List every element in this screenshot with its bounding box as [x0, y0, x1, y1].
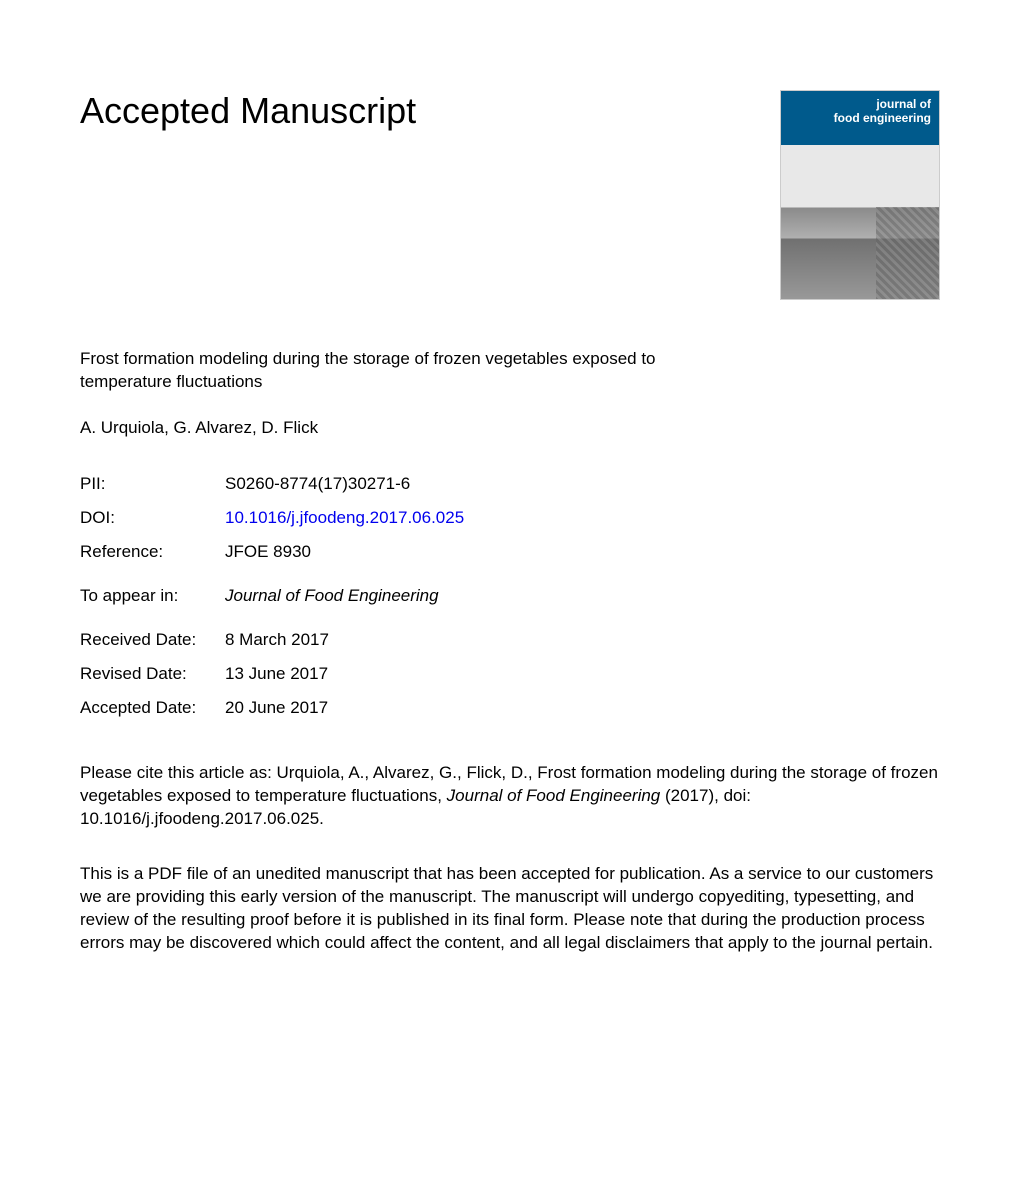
- spacer: [80, 736, 940, 762]
- revised-label: Revised Date:: [80, 664, 225, 684]
- appear-label: To appear in:: [80, 586, 225, 606]
- journal-cover-thumbnail: journal of food engineering: [780, 90, 940, 300]
- doi-link[interactable]: 10.1016/j.jfoodeng.2017.06.025: [225, 508, 464, 528]
- accepted-label: Accepted Date:: [80, 698, 225, 718]
- journal-name-line2: food engineering: [834, 111, 931, 125]
- meta-row-appear: To appear in: Journal of Food Engineerin…: [80, 586, 940, 606]
- meta-row-accepted: Accepted Date: 20 June 2017: [80, 698, 940, 718]
- journal-cover-image: [781, 145, 939, 300]
- reference-label: Reference:: [80, 542, 225, 562]
- meta-row-received: Received Date: 8 March 2017: [80, 630, 940, 650]
- journal-name-line1: journal of: [876, 97, 931, 111]
- received-label: Received Date:: [80, 630, 225, 650]
- metadata-table: PII: S0260-8774(17)30271-6 DOI: 10.1016/…: [80, 474, 940, 718]
- meta-row-reference: Reference: JFOE 8930: [80, 542, 940, 562]
- reference-value: JFOE 8930: [225, 542, 311, 562]
- accepted-value: 20 June 2017: [225, 698, 328, 718]
- appear-value: Journal of Food Engineering: [225, 586, 439, 606]
- citation-block: Please cite this article as: Urquiola, A…: [80, 762, 940, 831]
- meta-row-revised: Revised Date: 13 June 2017: [80, 664, 940, 684]
- revised-value: 13 June 2017: [225, 664, 328, 684]
- header-row: Accepted Manuscript journal of food engi…: [80, 90, 940, 300]
- doi-label: DOI:: [80, 508, 225, 528]
- meta-row-doi: DOI: 10.1016/j.jfoodeng.2017.06.025: [80, 508, 940, 528]
- page-heading: Accepted Manuscript: [80, 90, 416, 132]
- citation-journal: Journal of Food Engineering: [447, 786, 661, 805]
- journal-cover-header: journal of food engineering: [781, 91, 939, 145]
- spacer: [80, 576, 940, 586]
- article-title: Frost formation modeling during the stor…: [80, 348, 720, 394]
- received-value: 8 March 2017: [225, 630, 329, 650]
- meta-row-pii: PII: S0260-8774(17)30271-6: [80, 474, 940, 494]
- spacer: [80, 620, 940, 630]
- disclaimer-text: This is a PDF file of an unedited manusc…: [80, 863, 940, 955]
- pii-label: PII:: [80, 474, 225, 494]
- pii-value: S0260-8774(17)30271-6: [225, 474, 410, 494]
- authors: A. Urquiola, G. Alvarez, D. Flick: [80, 418, 940, 438]
